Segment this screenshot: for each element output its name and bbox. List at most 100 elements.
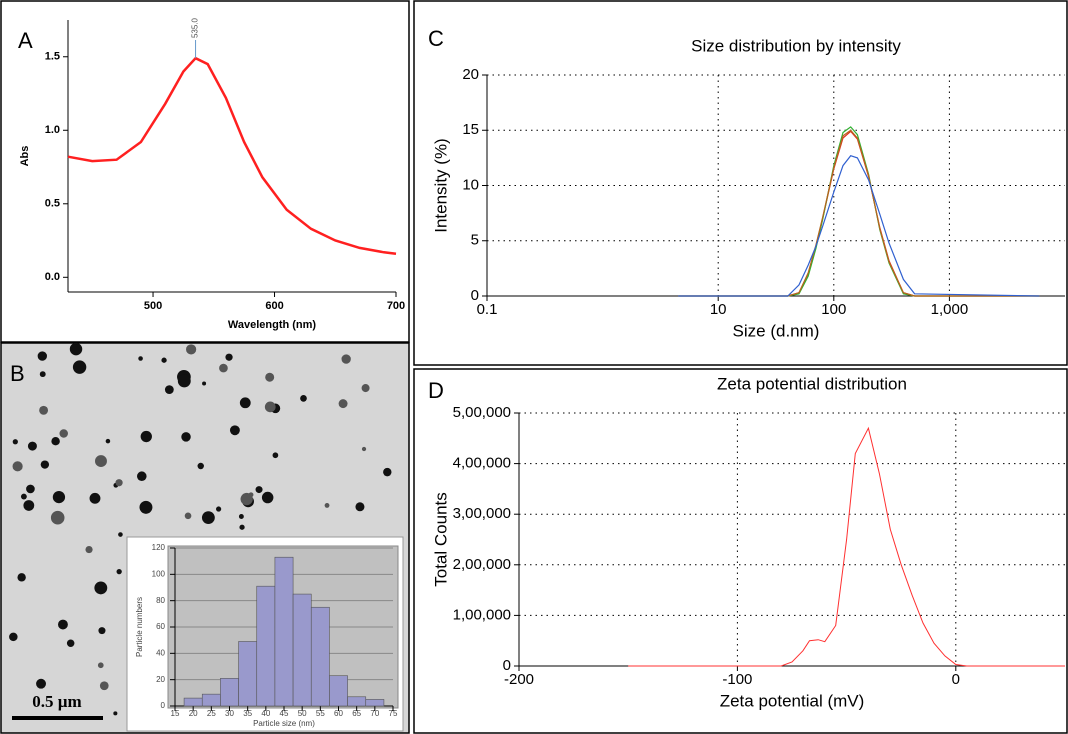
- y-tick-label: 0.0: [45, 271, 60, 283]
- particle: [23, 500, 35, 511]
- particle: [161, 357, 167, 363]
- y-tick-label: 60: [156, 622, 165, 631]
- y-tick-label: 80: [156, 596, 165, 605]
- particle: [72, 360, 87, 374]
- particle: [12, 439, 18, 445]
- panel-label: B: [10, 361, 25, 386]
- particle: [202, 381, 207, 386]
- x-tick-label: 600: [265, 300, 283, 312]
- particle: [20, 493, 27, 500]
- x-tick-label: 40: [261, 709, 270, 718]
- y-tick-label: 20: [462, 66, 479, 83]
- particle: [225, 353, 233, 361]
- data-line: [67, 56, 397, 256]
- particle: [39, 405, 49, 415]
- bar: [292, 593, 312, 707]
- bar: [347, 696, 367, 707]
- particle: [177, 374, 191, 388]
- particle: [51, 436, 60, 446]
- particle: [184, 512, 192, 520]
- annotation: 535.0: [191, 17, 200, 38]
- particle: [40, 460, 50, 469]
- bar: [238, 641, 258, 707]
- particle: [26, 484, 35, 494]
- particle: [261, 491, 274, 504]
- y-tick-label: 0: [161, 701, 166, 710]
- particle: [97, 662, 104, 669]
- particle: [383, 467, 392, 477]
- particle: [164, 385, 174, 395]
- particle: [201, 511, 215, 525]
- particle: [69, 342, 83, 356]
- x-tick-label: 100: [821, 301, 846, 318]
- particle: [98, 627, 106, 635]
- data-line: [678, 126, 1040, 297]
- particle: [361, 384, 370, 393]
- y-tick-label: 0: [503, 657, 511, 674]
- y-tick-label: 40: [156, 648, 165, 657]
- particle: [59, 429, 68, 438]
- x-tick-label: 0.1: [477, 301, 498, 318]
- particle: [197, 462, 204, 470]
- bar: [310, 606, 330, 707]
- y-tick-label: 1,00,000: [453, 606, 511, 623]
- particle: [181, 432, 191, 442]
- y-tick-label: 15: [462, 121, 479, 138]
- bar: [365, 699, 385, 707]
- x-axis-label: Zeta potential (mV): [720, 691, 865, 710]
- x-tick-label: 70: [370, 709, 379, 718]
- particle: [272, 452, 279, 459]
- x-tick-label: 35: [243, 709, 252, 718]
- x-tick-label: 700: [387, 300, 405, 312]
- y-axis-label: Abs: [19, 146, 31, 167]
- particle: [37, 351, 47, 361]
- x-tick-label: -200: [504, 671, 534, 688]
- x-tick-label: 15: [171, 709, 180, 718]
- particle: [57, 619, 68, 630]
- particle: [239, 397, 251, 409]
- bar: [183, 697, 203, 707]
- x-tick-label: 25: [207, 709, 216, 718]
- y-tick-label: 20: [156, 675, 165, 684]
- particle: [138, 356, 143, 361]
- data-line: [678, 154, 1040, 297]
- particle: [300, 395, 307, 402]
- panel-label: A: [18, 28, 33, 53]
- data-line: [678, 129, 1040, 297]
- x-axis-label: Wavelength (nm): [228, 319, 317, 331]
- particle: [341, 354, 351, 364]
- panel-c-frame: [413, 0, 1068, 366]
- x-tick-label: 0: [952, 671, 960, 688]
- bar: [220, 678, 239, 707]
- particle: [118, 532, 123, 537]
- y-tick-label: 1.5: [45, 51, 60, 63]
- particle: [219, 363, 228, 373]
- particle: [324, 502, 330, 508]
- particle: [39, 371, 46, 378]
- y-tick-label: 120: [152, 543, 166, 552]
- particle: [139, 500, 153, 514]
- particle: [9, 632, 18, 642]
- particle: [66, 639, 75, 647]
- y-tick-label: 100: [152, 569, 166, 578]
- panel-label: C: [428, 26, 444, 51]
- y-tick-label: 1.0: [45, 124, 60, 136]
- particle: [229, 425, 240, 436]
- y-tick-label: 5,00,000: [453, 404, 511, 421]
- x-tick-label: 10: [710, 301, 727, 318]
- chart-title: Zeta potential distribution: [717, 374, 907, 393]
- bar: [256, 585, 276, 707]
- particle: [85, 546, 93, 554]
- particle: [239, 524, 245, 530]
- tem-particles: [9, 342, 392, 716]
- particle: [238, 514, 244, 519]
- particle: [264, 401, 276, 413]
- scale-bar-label: 0.5 µm: [32, 692, 81, 711]
- particle: [27, 441, 37, 451]
- x-tick-label: 30: [225, 709, 234, 718]
- bar: [201, 693, 221, 707]
- particle: [140, 430, 152, 443]
- particle: [115, 479, 123, 487]
- x-axis-label: Size (d.nm): [733, 321, 820, 340]
- particle: [338, 399, 348, 409]
